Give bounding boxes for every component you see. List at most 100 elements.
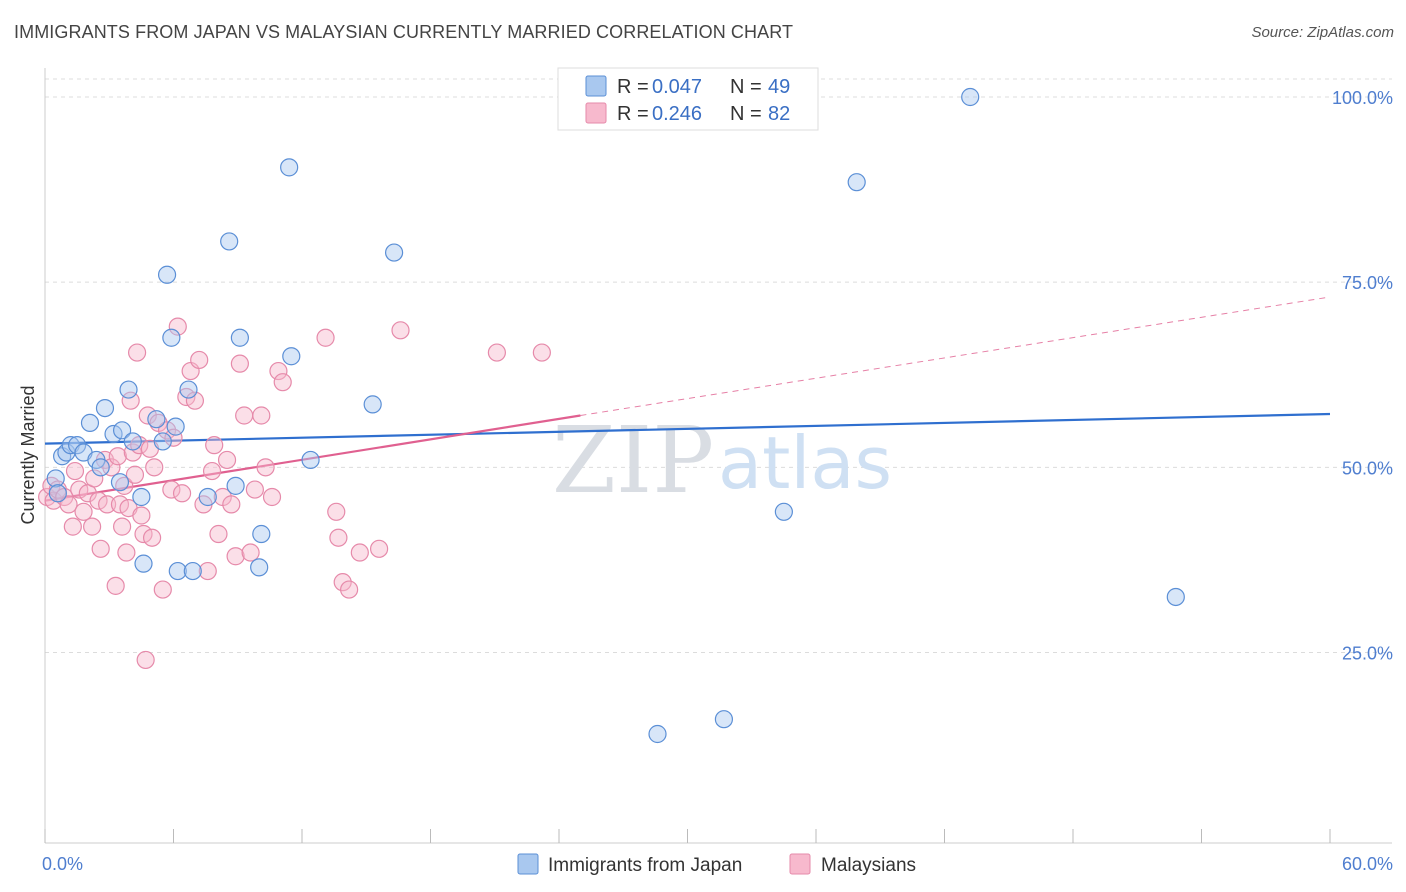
japan-point-10: [95, 398, 115, 418]
japan-point-40: [847, 173, 866, 192]
x-tick-label-1: 60.0%: [1342, 854, 1393, 874]
japan-point-27: [220, 232, 239, 251]
chart-title: IMMIGRANTS FROM JAPAN VS MALAYSIAN CURRE…: [14, 22, 794, 42]
malaysian-point-42: [168, 317, 187, 336]
x-tick-label-0: 0.0%: [42, 854, 83, 874]
malaysian-point-14: [91, 539, 110, 558]
malaysian-point-19: [108, 447, 127, 466]
malaysian-point-17: [102, 458, 121, 477]
japan-point-15: [123, 432, 142, 451]
japan-point-25: [183, 561, 202, 581]
malaysian-point-41: [164, 428, 183, 447]
malaysian-point-65: [273, 373, 292, 392]
legend-r-value-japan: 0.047: [652, 76, 702, 98]
japan-point-16: [132, 487, 151, 507]
japan-point-30: [250, 558, 269, 577]
malaysian-point-36: [145, 458, 164, 477]
malaysian-point-57: [230, 354, 249, 373]
malaysian-point-38: [153, 580, 172, 599]
legend-n-label-malaysian: N =: [730, 103, 762, 125]
legend-n-label-japan: N =: [730, 76, 762, 98]
japan-point-26: [198, 487, 217, 507]
malaysian-trend-extension: [580, 296, 1331, 416]
malaysian-point-9: [74, 502, 93, 521]
tick-labels: 25.0% 50.0% 75.0% 100.0% 0.0% 60.0%: [42, 88, 1393, 874]
bottom-legend-label-japan: Immigrants from Japan: [548, 855, 742, 876]
legend-swatch-japan: [585, 75, 607, 97]
watermark-atlas: atlas: [718, 421, 892, 505]
japan-point-37: [648, 724, 667, 744]
legend-swatch-malaysian: [585, 102, 607, 124]
japan-point-32: [280, 158, 299, 177]
malaysian-point-61: [252, 406, 271, 425]
malaysian-point-35: [142, 528, 162, 547]
malaysian-point-63: [262, 487, 282, 507]
japan-point-21: [162, 328, 181, 347]
japan-point-38: [714, 710, 734, 729]
malaysian-point-58: [235, 406, 254, 425]
malaysian-point-55: [222, 495, 241, 514]
malaysian-point-56: [226, 547, 245, 566]
trend-lines: [44, 296, 1331, 502]
malaysian-point-59: [241, 543, 260, 562]
malaysian-point-74: [532, 343, 551, 362]
legend-r-value-malaysian: 0.246: [652, 103, 702, 125]
malaysian-point-25: [121, 391, 140, 410]
malaysian-point-75: [327, 502, 346, 521]
malaysian-point-71: [370, 539, 389, 558]
malaysian-point-11: [83, 517, 102, 536]
malaysian-point-47: [190, 350, 209, 370]
malaysian-point-12: [85, 469, 104, 488]
japan-point-14: [119, 380, 138, 399]
japan-point-13: [112, 421, 132, 440]
malaysian-points: [38, 317, 551, 670]
malaysian-point-69: [340, 580, 359, 599]
japan-point-20: [157, 265, 177, 284]
axes: [44, 68, 1392, 844]
y-tick-label-1: 50.0%: [1342, 458, 1393, 478]
malaysian-point-52: [209, 524, 228, 544]
japan-point-12: [110, 473, 130, 492]
malaysian-point-49: [198, 561, 217, 581]
y-axis-label: Currently Married: [18, 385, 38, 524]
bottom-legend-label-malaysian: Malaysians: [821, 855, 916, 876]
japan-point-7: [80, 413, 100, 433]
legend-r-label-malaysian: R =: [617, 103, 649, 125]
legend-box: R = 0.047 N = 49 R = 0.246 N = 82: [557, 67, 819, 131]
malaysian-point-64: [269, 361, 288, 381]
malaysian-point-67: [329, 528, 348, 547]
malaysian-point-66: [316, 328, 335, 347]
malaysian-point-5: [59, 495, 78, 514]
japan-point-29: [230, 328, 249, 347]
y-tick-label-3: 100.0%: [1332, 88, 1393, 108]
malaysian-point-50: [202, 461, 222, 481]
malaysian-point-16: [98, 495, 117, 514]
malaysian-point-6: [63, 517, 82, 536]
japan-point-1: [48, 484, 67, 503]
japan-point-18: [147, 410, 166, 429]
malaysian-point-70: [350, 543, 369, 562]
japan-trend-line: [44, 412, 1331, 445]
malaysian-point-23: [117, 543, 136, 562]
bottom-legend-swatch-japan: [517, 853, 539, 875]
japan-point-24: [179, 380, 198, 399]
japan-point-9: [91, 458, 110, 477]
malaysian-point-28: [127, 343, 147, 362]
japan-point-31: [252, 524, 271, 544]
malaysian-point-27: [125, 465, 145, 484]
japan-point-33: [282, 347, 301, 366]
legend-n-value-malaysian: 82: [768, 103, 790, 125]
japan-point-22: [166, 417, 185, 436]
malaysian-point-43: [172, 484, 192, 503]
malaysian-trend-line: [44, 414, 581, 502]
japan-point-28: [226, 476, 245, 495]
y-tick-label-0: 25.0%: [1342, 644, 1393, 664]
bottom-legend-swatch-malaysian: [789, 853, 811, 875]
source-credit: Source: ZipAtlas.com: [1251, 24, 1394, 41]
malaysian-point-62: [256, 458, 275, 477]
legend-r-label-japan: R =: [617, 76, 649, 98]
malaysian-point-68: [333, 573, 352, 592]
malaysian-point-21: [112, 517, 132, 536]
malaysian-point-72: [391, 321, 410, 340]
